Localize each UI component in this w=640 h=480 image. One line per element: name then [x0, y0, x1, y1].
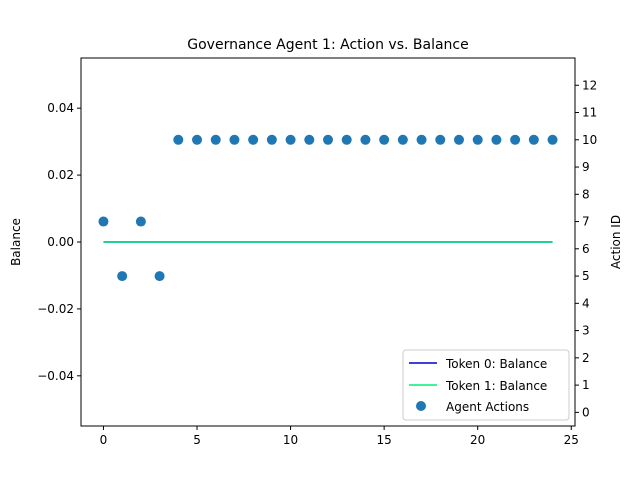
y2-tick-label: 4 — [582, 296, 590, 310]
agent-action-point — [472, 134, 483, 145]
agent-action-point — [248, 134, 259, 145]
agent-action-point — [341, 134, 352, 145]
agent-action-point — [435, 134, 446, 145]
y-tick-label: −0.04 — [37, 369, 74, 383]
y-tick-label: 0.04 — [47, 101, 74, 115]
legend-label-agent-actions: Agent Actions — [446, 400, 529, 414]
agent-action-point — [98, 216, 109, 227]
agent-action-point — [229, 134, 240, 145]
y2-tick-label: 11 — [582, 106, 597, 120]
y2-tick-label: 2 — [582, 351, 590, 365]
agent-action-point — [154, 271, 165, 282]
agent-action-point — [173, 134, 184, 145]
y2-axis-title: Action ID — [609, 215, 623, 269]
x-tick-label: 25 — [564, 433, 579, 447]
legend-label-token-0: Token 0: Balance — [445, 357, 547, 371]
agent-action-point — [547, 134, 558, 145]
x-tick-label: 0 — [100, 433, 108, 447]
agent-action-point — [416, 134, 427, 145]
x-tick-label: 20 — [470, 433, 485, 447]
legend-label-token-1: Token 1: Balance — [445, 379, 547, 393]
agent-action-point — [117, 271, 128, 282]
y2-tick-label: 8 — [582, 187, 590, 201]
x-axis: 0 5 10 15 20 25 — [100, 426, 579, 447]
series-layer — [98, 134, 558, 282]
agent-action-point — [192, 134, 203, 145]
agent-action-point — [491, 134, 502, 145]
y-tick-label: −0.02 — [37, 302, 74, 316]
agent-action-point — [453, 134, 464, 145]
x-tick-label: 5 — [193, 433, 201, 447]
agent-action-point — [360, 134, 371, 145]
agent-action-point — [323, 134, 333, 145]
y2-tick-label: 6 — [582, 242, 590, 256]
agent-action-point — [135, 216, 146, 227]
agent-action-point — [379, 134, 390, 145]
y2-tick-label: 7 — [582, 215, 590, 229]
agent-action-point — [528, 134, 539, 145]
y-tick-label: 0.00 — [47, 235, 74, 249]
y2-tick-label: 3 — [582, 324, 590, 338]
x-tick-label: 15 — [376, 433, 391, 447]
y-tick-label: 0.02 — [47, 168, 74, 182]
y-axis-title: Balance — [9, 218, 23, 266]
agent-action-point — [510, 134, 521, 145]
agent-action-point — [304, 134, 315, 145]
legend-swatch-agent-actions — [416, 401, 426, 411]
legend: Token 0: Balance Token 1: Balance Agent … — [402, 349, 570, 421]
x-tick-label: 10 — [283, 433, 298, 447]
agent-action-point — [266, 134, 277, 145]
y2-tick-label: 1 — [582, 378, 590, 392]
y2-tick-label: 5 — [582, 269, 590, 283]
agent-action-point — [210, 134, 221, 145]
y2-tick-label: 0 — [582, 405, 590, 419]
y2-tick-label: 9 — [582, 160, 590, 174]
legend-frame — [402, 349, 570, 421]
agent-action-point — [397, 134, 408, 145]
y2-tick-label: 10 — [582, 133, 597, 147]
y-axis-left: −0.04 −0.02 0.00 0.02 0.04 — [37, 101, 81, 383]
agent-action-point — [285, 134, 296, 145]
y2-tick-label: 12 — [582, 78, 597, 92]
chart-title: Governance Agent 1: Action vs. Balance — [187, 37, 468, 53]
